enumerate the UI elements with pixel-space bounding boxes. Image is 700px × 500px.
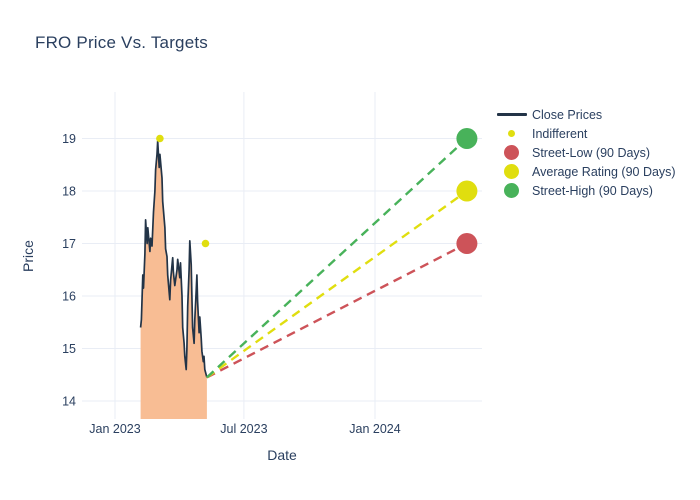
legend-label-street-high: Street-High (90 Days) [532, 183, 653, 198]
chart-title: FRO Price Vs. Targets [35, 33, 208, 52]
legend-label-average-rating: Average Rating (90 Days) [532, 164, 676, 179]
indifferent-swatch [493, 130, 530, 137]
y-axis-title: Price [20, 240, 36, 272]
x-axis-tick-labels: Jan 2023 Jul 2023 Jan 2024 [89, 422, 400, 436]
street-high-swatch [493, 183, 530, 198]
chart-traces [139, 137, 468, 419]
legend-label-close-prices: Close Prices [532, 107, 603, 122]
average-rating-dot-icon [504, 164, 519, 179]
legend-item-street-high[interactable]: Street-High (90 Days) [493, 181, 676, 200]
svg-text:Jan 2023: Jan 2023 [89, 422, 140, 436]
average-rating-swatch [493, 164, 530, 179]
y-axis-tick-labels: 14 15 16 17 18 19 [62, 132, 76, 409]
legend-label-indifferent: Indifferent [532, 126, 588, 141]
legend-label-street-low: Street-Low (90 Days) [532, 145, 651, 160]
svg-text:19: 19 [62, 132, 76, 146]
x-axis-title: Date [267, 447, 297, 463]
gridlines [82, 92, 482, 419]
street-low-dot-icon [504, 145, 519, 160]
svg-text:Jan 2024: Jan 2024 [349, 422, 400, 436]
svg-text:15: 15 [62, 342, 76, 356]
street-low-swatch [493, 145, 530, 160]
legend: Close Prices Indifferent Street-Low (90 … [493, 105, 676, 200]
indifferent-dot-icon [508, 130, 515, 137]
close-prices-line-icon [496, 113, 527, 116]
legend-item-close-prices[interactable]: Close Prices [493, 105, 676, 124]
svg-text:18: 18 [62, 185, 76, 199]
target-markers [456, 128, 478, 254]
street-high-dot-icon [504, 183, 519, 198]
indifferent-dots [156, 134, 210, 248]
svg-text:14: 14 [62, 395, 76, 409]
svg-text:17: 17 [62, 237, 76, 251]
svg-text:Jul 2023: Jul 2023 [220, 422, 267, 436]
legend-item-street-low[interactable]: Street-Low (90 Days) [493, 143, 676, 162]
legend-item-indifferent[interactable]: Indifferent [493, 124, 676, 143]
legend-item-average-rating[interactable]: Average Rating (90 Days) [493, 162, 676, 181]
close-prices-swatch [493, 113, 530, 116]
svg-text:16: 16 [62, 290, 76, 304]
